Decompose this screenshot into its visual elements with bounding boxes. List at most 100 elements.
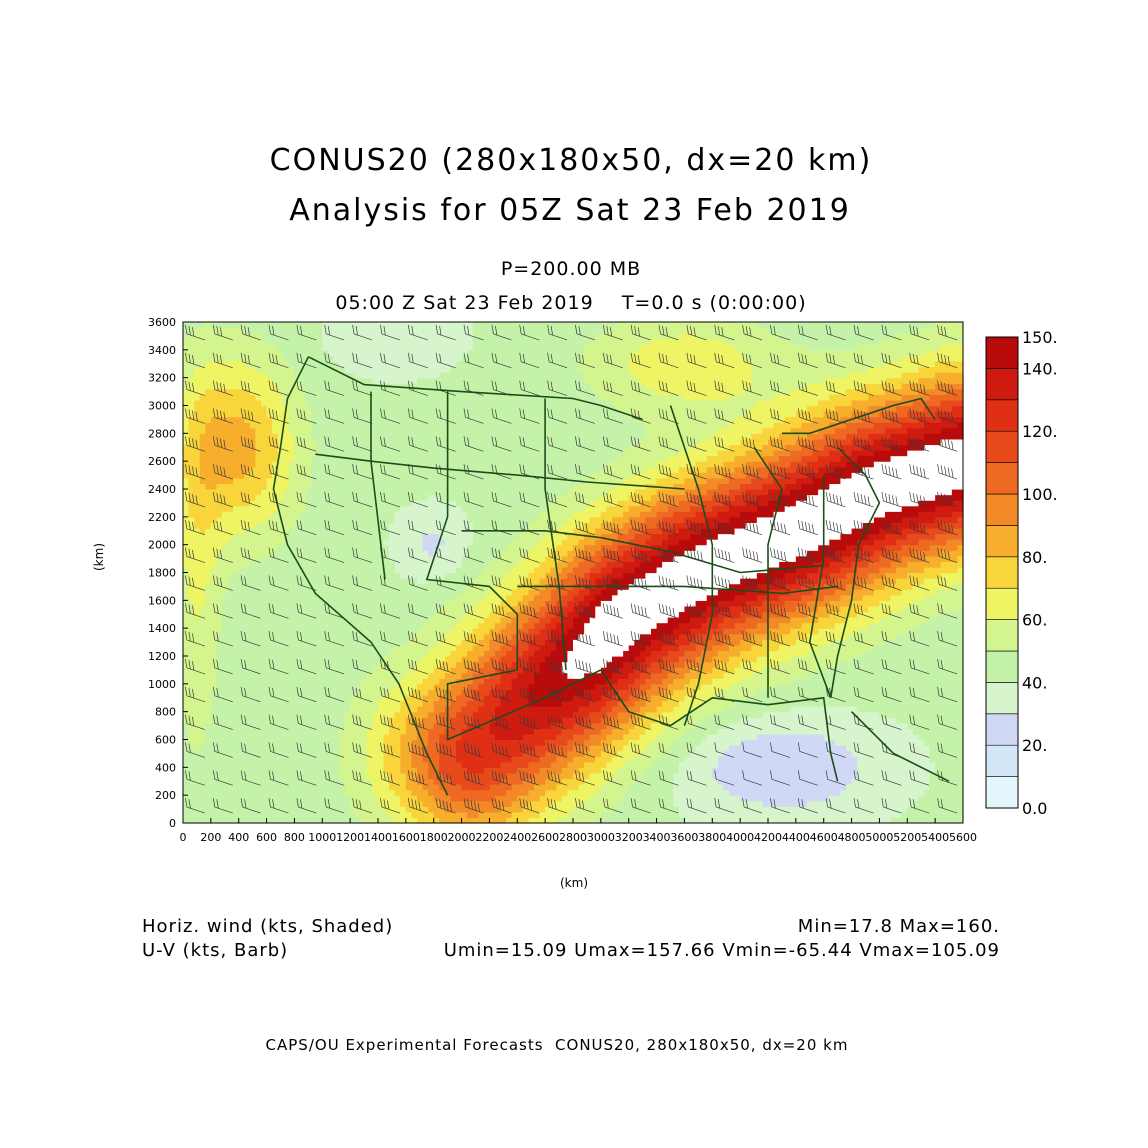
field-cell <box>472 427 479 434</box>
field-cell <box>472 411 479 418</box>
field-cell <box>266 600 273 607</box>
field-cell <box>327 399 335 407</box>
field-cell <box>405 739 413 746</box>
field-cell <box>433 694 440 702</box>
field-cell <box>350 338 357 345</box>
field-cell <box>283 522 290 529</box>
field-cell <box>355 672 362 679</box>
field-cell <box>333 355 340 362</box>
field-cell <box>205 722 212 729</box>
field-cell <box>333 450 340 457</box>
field-cell <box>277 778 284 785</box>
field-cell <box>422 539 429 546</box>
field-cell <box>244 745 251 752</box>
field-cell <box>222 450 229 457</box>
field-cell <box>216 377 223 384</box>
field-cell <box>316 650 323 657</box>
field-cell <box>261 561 268 568</box>
field-cell <box>316 761 323 768</box>
field-cell <box>400 438 407 446</box>
field-cell <box>261 583 268 590</box>
field-cell <box>344 572 351 579</box>
field-cell <box>244 811 251 819</box>
field-cell <box>417 650 424 657</box>
field-cell <box>350 450 357 457</box>
field-cell <box>300 811 307 819</box>
field-cell <box>233 411 240 418</box>
field-cell <box>433 789 440 796</box>
field-cell <box>216 644 223 652</box>
field-cell <box>222 650 229 657</box>
field-cell <box>483 795 491 802</box>
field-cell <box>461 667 468 674</box>
field-cell <box>188 566 195 574</box>
field-cell <box>199 477 206 485</box>
field-cell <box>238 516 245 523</box>
field-cell <box>450 800 457 807</box>
field-cell <box>316 700 323 707</box>
field-cell <box>272 433 279 440</box>
field-cell <box>294 806 301 813</box>
field-cell <box>450 422 457 429</box>
field-cell <box>288 405 296 412</box>
field-cell <box>366 644 374 652</box>
field-cell <box>188 717 195 724</box>
field-cell <box>188 377 195 384</box>
field-cell <box>372 672 379 679</box>
field-cell <box>439 472 446 479</box>
field-cell <box>461 477 468 485</box>
field-cell <box>483 644 491 652</box>
field-cell <box>216 795 223 802</box>
field-cell <box>227 450 234 457</box>
field-cell <box>210 778 218 785</box>
field-cell <box>283 706 290 713</box>
field-cell <box>361 739 368 746</box>
field-cell <box>288 450 296 457</box>
field-cell <box>422 544 429 551</box>
field-cell <box>194 800 201 807</box>
field-cell <box>249 717 257 724</box>
field-cell <box>372 778 379 785</box>
field-cell <box>288 672 296 679</box>
field-cell <box>378 806 385 813</box>
field-cell <box>272 784 279 791</box>
field-cell <box>389 728 396 735</box>
field-cell <box>350 639 357 646</box>
field-cell <box>277 678 284 685</box>
field-cell <box>478 466 485 473</box>
field-cell <box>450 789 457 796</box>
field-cell <box>483 733 491 741</box>
field-cell <box>327 527 335 535</box>
field-cell <box>450 399 457 407</box>
field-cell <box>261 722 268 729</box>
field-cell <box>417 572 424 579</box>
field-cell <box>361 772 368 780</box>
field-cell <box>283 772 290 780</box>
field-cell <box>183 706 190 713</box>
field-cell <box>461 483 468 490</box>
field-cell <box>478 544 485 551</box>
field-cell <box>439 483 446 490</box>
field-cell <box>461 789 468 796</box>
field-cell <box>311 733 318 741</box>
field-cell <box>417 399 424 407</box>
field-cell <box>188 811 195 819</box>
field-cell <box>210 322 218 329</box>
field-cell <box>444 789 452 796</box>
field-cell <box>194 333 201 340</box>
field-cell <box>417 767 424 774</box>
field-cell <box>238 600 245 607</box>
field-cell <box>183 366 190 373</box>
field-cell <box>344 739 351 746</box>
field-cell <box>305 628 312 635</box>
field-cell <box>339 444 346 451</box>
field-cell <box>456 733 463 741</box>
field-cell <box>222 360 229 368</box>
field-cell <box>194 550 201 557</box>
field-cell <box>266 706 273 713</box>
field-cell <box>450 438 457 446</box>
field-cell <box>372 327 379 334</box>
field-cell <box>478 711 485 718</box>
field-cell <box>411 500 418 507</box>
field-cell <box>311 422 318 429</box>
